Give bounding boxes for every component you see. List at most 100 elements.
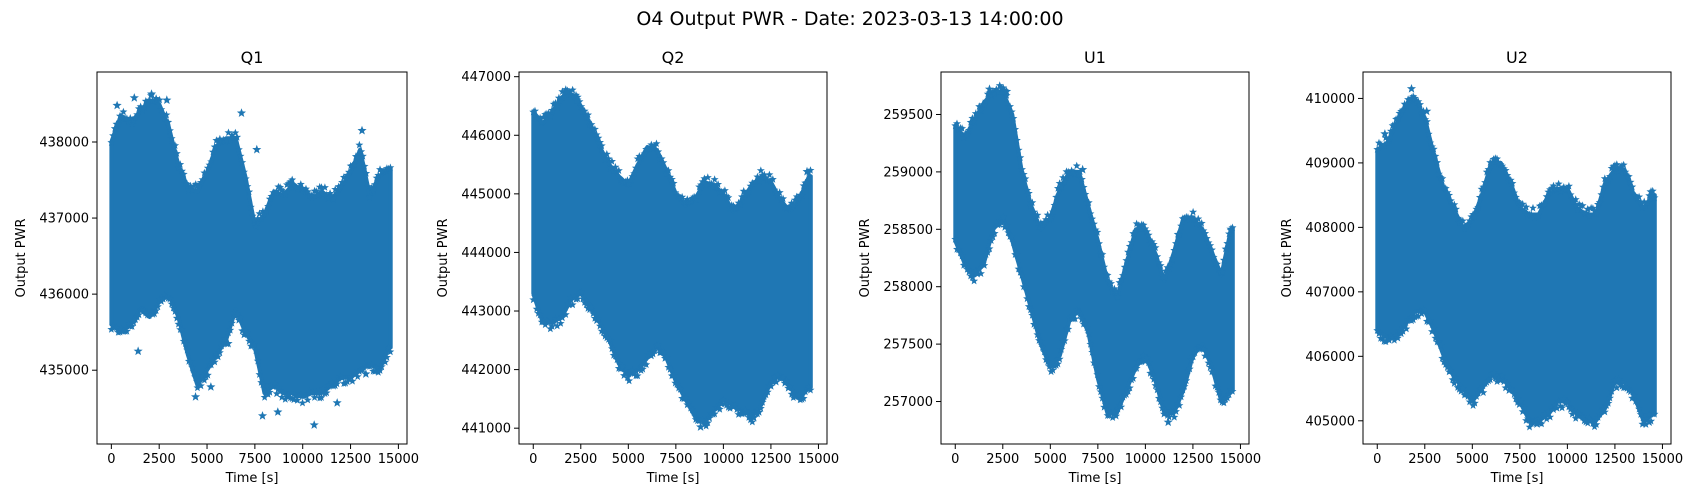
point-marker [327, 191, 336, 200]
point-marker [364, 182, 372, 190]
point-marker [714, 180, 723, 188]
point-marker [1057, 182, 1066, 191]
point-marker [1522, 202, 1531, 211]
point-marker [233, 133, 242, 141]
point-marker [124, 117, 133, 126]
point-marker [212, 136, 221, 144]
point-marker [374, 171, 383, 179]
x-tick-label: 0 [107, 452, 115, 467]
point-marker [1443, 363, 1452, 371]
point-marker [568, 85, 577, 94]
point-marker [708, 183, 717, 191]
point-marker [1552, 184, 1561, 193]
edge-markers [107, 91, 395, 407]
point-marker [584, 110, 592, 119]
point-marker [575, 97, 584, 106]
point-marker [720, 399, 729, 408]
point-marker [1071, 170, 1079, 178]
point-marker [186, 181, 195, 190]
point-marker [1124, 247, 1133, 256]
point-marker [587, 120, 596, 128]
point-marker [1628, 182, 1637, 191]
point-marker [779, 194, 788, 203]
point-marker [1225, 390, 1233, 399]
point-marker [698, 415, 707, 424]
point-marker [1060, 177, 1069, 186]
point-marker [1190, 348, 1199, 356]
point-marker [1511, 193, 1520, 201]
outlier-point [357, 125, 367, 135]
point-marker [172, 314, 181, 322]
point-marker [1201, 229, 1210, 237]
point-marker [267, 380, 276, 388]
point-marker [252, 222, 260, 231]
point-marker [360, 360, 369, 368]
point-marker [1007, 107, 1016, 116]
point-marker [779, 373, 788, 382]
point-marker [191, 180, 200, 188]
point-marker [573, 294, 582, 303]
point-marker [245, 337, 254, 345]
point-marker [589, 309, 598, 318]
point-marker [1558, 403, 1567, 412]
point-marker [1148, 371, 1156, 379]
point-marker [1165, 412, 1174, 421]
point-marker [1503, 379, 1512, 387]
point-marker [785, 382, 794, 391]
point-marker [691, 415, 700, 423]
point-marker [279, 388, 288, 397]
point-marker [1618, 161, 1626, 170]
point-marker [1077, 315, 1086, 323]
point-marker [980, 100, 989, 109]
x-axis-label: Time [s] [1490, 471, 1544, 486]
point-marker [1091, 225, 1100, 234]
point-marker [117, 112, 126, 121]
point-marker [666, 365, 675, 373]
point-marker [257, 378, 266, 386]
point-marker [384, 164, 393, 173]
point-marker [1556, 401, 1565, 410]
x-tick-label: 15000 [378, 452, 419, 467]
point-marker [1185, 364, 1194, 373]
point-marker [250, 216, 259, 224]
point-marker [1629, 391, 1638, 399]
point-marker [606, 164, 615, 172]
y-axis-label: Output PWR [858, 218, 873, 297]
point-marker [1592, 209, 1601, 218]
x-tick-label: 12500 [1594, 452, 1635, 467]
point-marker [990, 89, 999, 98]
point-marker [1388, 333, 1397, 342]
point-marker [174, 163, 183, 172]
point-marker [1206, 363, 1215, 371]
point-marker [966, 271, 975, 280]
point-marker [561, 85, 570, 93]
point-marker [1213, 383, 1222, 391]
point-marker [1040, 347, 1049, 356]
point-marker [560, 307, 569, 315]
point-marker [1564, 402, 1573, 411]
point-marker [1470, 399, 1479, 407]
point-marker [601, 155, 610, 163]
point-marker [565, 300, 574, 309]
point-marker [1566, 190, 1575, 199]
point-marker [265, 388, 274, 396]
point-marker [1626, 387, 1635, 396]
subplot-q1: 0 2500 5000 7500 10000 12500 15000 435000 436000… [14, 48, 419, 486]
point-marker [288, 394, 297, 403]
y-tick-label: 437000 [39, 212, 89, 227]
point-marker [172, 149, 181, 157]
point-marker [965, 126, 973, 134]
point-marker [1549, 405, 1558, 414]
point-marker [1139, 221, 1148, 229]
x-tick-label: 2500 [986, 452, 1019, 467]
point-marker [1177, 221, 1186, 230]
x-tick-label: 2500 [564, 452, 597, 467]
point-marker [1477, 385, 1486, 393]
point-marker [647, 140, 656, 149]
point-marker [976, 269, 985, 277]
point-marker [596, 321, 604, 330]
point-marker [970, 117, 979, 126]
point-marker [1223, 239, 1232, 247]
point-marker [988, 232, 997, 241]
point-marker [169, 303, 178, 312]
